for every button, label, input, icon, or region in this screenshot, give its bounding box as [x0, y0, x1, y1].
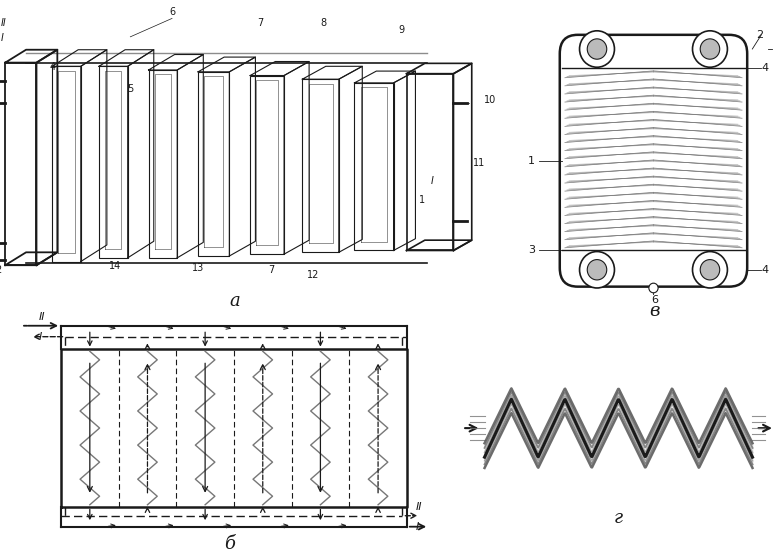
- Text: 8: 8: [320, 18, 326, 28]
- Text: I: I: [431, 176, 434, 186]
- Text: 6: 6: [169, 7, 175, 17]
- Text: 12: 12: [307, 270, 319, 280]
- Text: I: I: [39, 332, 42, 342]
- Text: 5: 5: [777, 44, 778, 54]
- Circle shape: [587, 39, 607, 59]
- Text: г: г: [614, 509, 623, 527]
- Text: в: в: [650, 302, 660, 320]
- Text: 7: 7: [268, 265, 274, 275]
- Text: 14: 14: [109, 261, 121, 271]
- Text: 4: 4: [762, 63, 769, 73]
- Text: 7: 7: [258, 18, 264, 28]
- Text: 1: 1: [528, 156, 535, 166]
- Circle shape: [700, 39, 720, 59]
- Text: II: II: [415, 502, 422, 512]
- Text: 2: 2: [756, 30, 763, 40]
- Circle shape: [692, 31, 727, 67]
- Text: 13: 13: [192, 263, 204, 273]
- Text: I: I: [415, 522, 419, 532]
- Text: 2: 2: [0, 265, 1, 275]
- Circle shape: [649, 283, 658, 293]
- Text: 9: 9: [398, 25, 405, 35]
- Text: 4: 4: [762, 265, 769, 275]
- Text: б: б: [224, 535, 235, 553]
- Text: 6: 6: [651, 295, 658, 305]
- Text: 5: 5: [127, 84, 134, 94]
- Circle shape: [692, 251, 727, 288]
- Circle shape: [580, 31, 615, 67]
- Text: II: II: [39, 312, 45, 322]
- Text: 10: 10: [484, 95, 496, 105]
- Text: 3: 3: [528, 246, 535, 255]
- Circle shape: [580, 251, 615, 288]
- Text: I: I: [1, 32, 4, 42]
- Text: 11: 11: [474, 158, 485, 168]
- FancyBboxPatch shape: [559, 35, 747, 287]
- Text: 4: 4: [49, 62, 55, 72]
- Text: а: а: [230, 292, 240, 310]
- Text: II: II: [1, 18, 7, 28]
- Circle shape: [700, 260, 720, 280]
- Text: 1: 1: [419, 195, 426, 205]
- Circle shape: [587, 260, 607, 280]
